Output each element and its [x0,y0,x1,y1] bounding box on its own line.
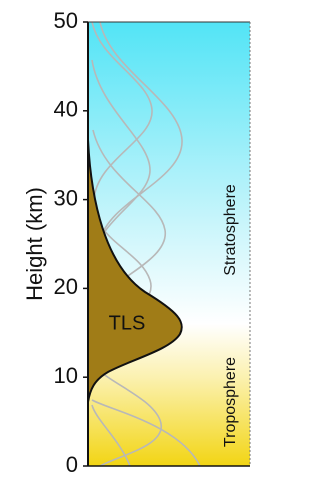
y-tick-label: 20 [54,274,78,299]
troposphere-label: Troposphere [222,357,239,447]
tls-label: TLS [109,312,146,334]
y-tick-label: 50 [54,8,78,33]
page: {"axis": {"label": "Height (km)", "ylim"… [0,0,254,478]
y-tick-label: 30 [54,185,78,210]
diagram: TLS Stratosphere Troposphere Height (km)… [0,0,254,478]
stratosphere-label: Stratosphere [222,184,239,276]
y-axis-title: Height (km) [22,187,47,301]
y-tick-label: 40 [54,97,78,122]
y-tick-label: 10 [54,363,78,388]
y-tick-label: 0 [66,452,78,477]
